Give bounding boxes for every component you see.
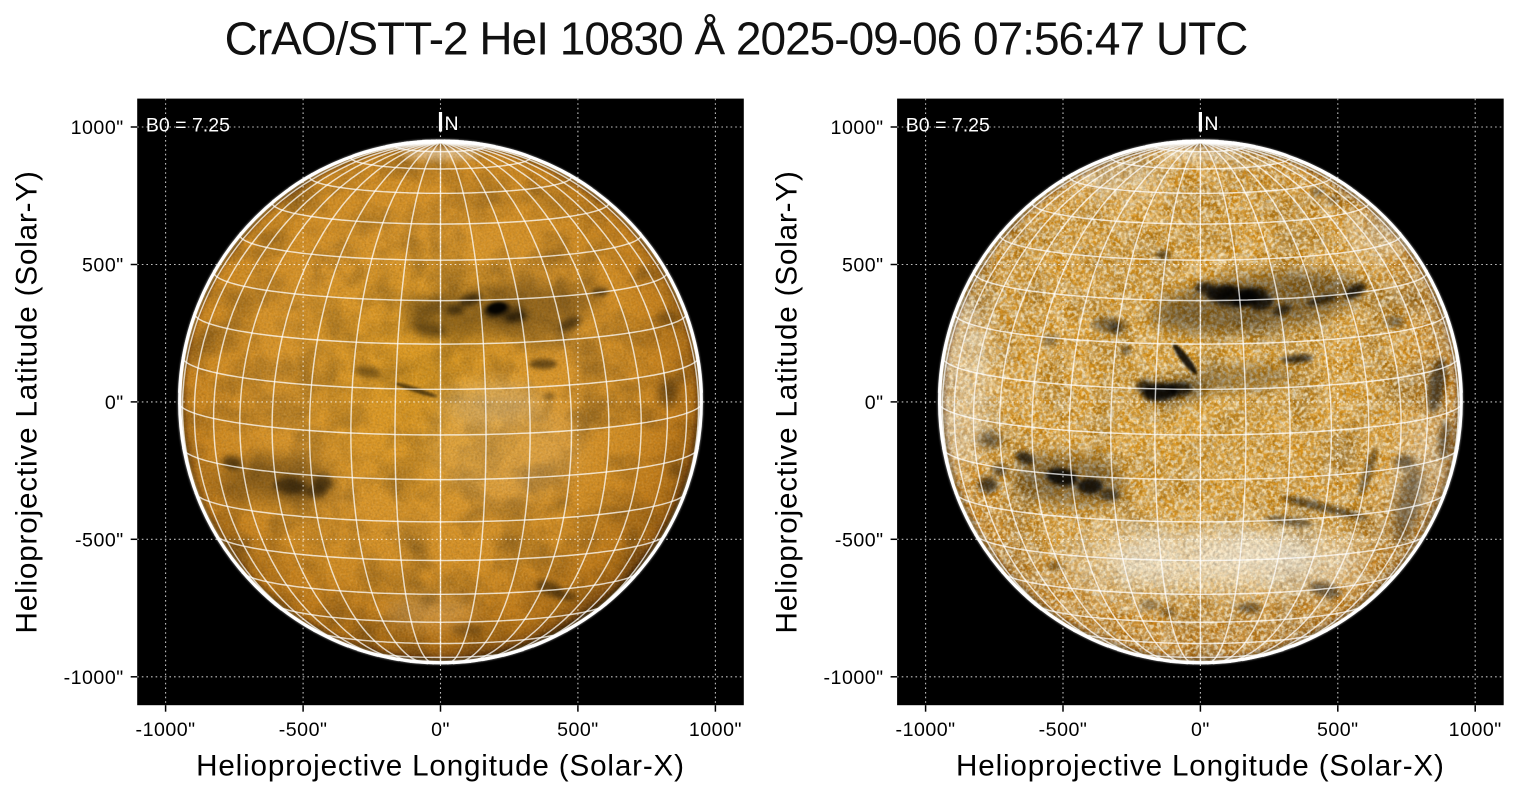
svg-text:1000": 1000" — [689, 719, 742, 741]
svg-text:500": 500" — [842, 255, 884, 277]
svg-text:-500": -500" — [835, 529, 884, 551]
svg-text:-1000": -1000" — [824, 667, 884, 689]
svg-text:500": 500" — [557, 719, 599, 741]
svg-text:B0 = 7.25: B0 = 7.25 — [906, 114, 990, 136]
svg-text:Helioprojective Latitude (Sola: Helioprojective Latitude (Solar-Y) — [770, 170, 803, 633]
svg-text:N: N — [1204, 113, 1218, 135]
svg-text:500": 500" — [82, 255, 124, 277]
svg-text:-1000": -1000" — [896, 719, 956, 741]
svg-text:1000": 1000" — [1449, 719, 1502, 741]
svg-text:Helioprojective Longitude (Sol: Helioprojective Longitude (Solar-X) — [196, 749, 685, 782]
svg-text:500": 500" — [1317, 719, 1359, 741]
svg-text:0": 0" — [1191, 719, 1210, 741]
svg-text:-500": -500" — [279, 719, 328, 741]
svg-text:-500": -500" — [1039, 719, 1088, 741]
svg-text:B0 = 7.25: B0 = 7.25 — [146, 114, 230, 136]
svg-text:0": 0" — [865, 392, 884, 414]
svg-text:-1000": -1000" — [136, 719, 196, 741]
svg-text:0": 0" — [431, 719, 450, 741]
svg-text:-500": -500" — [75, 529, 124, 551]
svg-text:-1000": -1000" — [64, 667, 124, 689]
svg-text:1000": 1000" — [71, 117, 124, 139]
svg-text:N: N — [445, 113, 459, 135]
svg-text:1000": 1000" — [831, 117, 884, 139]
svg-text:Helioprojective Longitude (Sol: Helioprojective Longitude (Solar-X) — [956, 749, 1445, 782]
svg-text:0": 0" — [105, 392, 124, 414]
svg-text:Helioprojective Latitude (Sola: Helioprojective Latitude (Solar-Y) — [11, 170, 44, 633]
svg-text:CrAO/STT-2 HeI 10830 Å 2025-09: CrAO/STT-2 HeI 10830 Å 2025-09-06 07:56:… — [225, 13, 1248, 65]
